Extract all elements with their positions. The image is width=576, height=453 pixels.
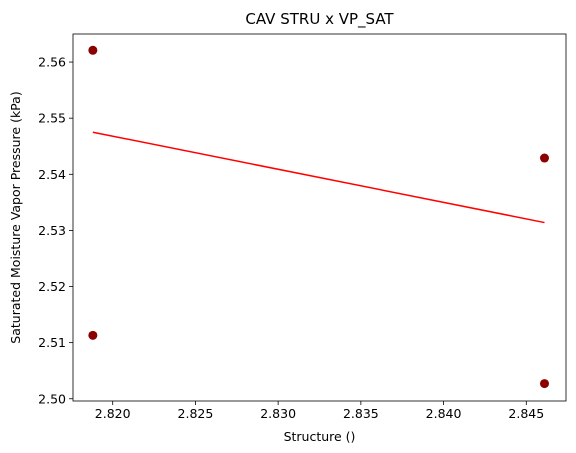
x-axis-label: Structure ()	[284, 429, 356, 444]
x-tick-label: 2.840	[426, 406, 462, 421]
chart-title: CAV STRU x VP_SAT	[245, 10, 394, 29]
data-point	[539, 379, 549, 389]
plot-area	[72, 33, 567, 402]
y-tick-label: 2.51	[38, 335, 66, 350]
data-point	[539, 153, 549, 163]
axes-frame	[72, 33, 567, 402]
y-axis-ticks: 2.50 2.51 2.52 2.53 2.54 2.55 2.56	[38, 55, 73, 406]
data-point	[88, 45, 98, 55]
x-tick-label: 2.835	[343, 406, 379, 421]
x-tick-label: 2.825	[178, 406, 214, 421]
x-tick-label: 2.830	[260, 406, 296, 421]
y-axis-label: Saturated Moisture Vapor Pressure (kPa)	[8, 91, 23, 343]
y-tick-label: 2.55	[38, 111, 66, 126]
data-point	[88, 330, 98, 340]
y-tick-label: 2.54	[38, 167, 66, 182]
x-tick-label: 2.820	[95, 406, 131, 421]
y-tick-label: 2.52	[38, 279, 66, 294]
x-tick-label: 2.845	[508, 406, 544, 421]
y-tick-label: 2.50	[38, 391, 66, 406]
y-tick-label: 2.56	[38, 55, 66, 70]
y-tick-label: 2.53	[38, 223, 66, 238]
x-axis-ticks: 2.820 2.825 2.830 2.835 2.840 2.845	[95, 401, 544, 421]
trend-line	[92, 131, 545, 224]
